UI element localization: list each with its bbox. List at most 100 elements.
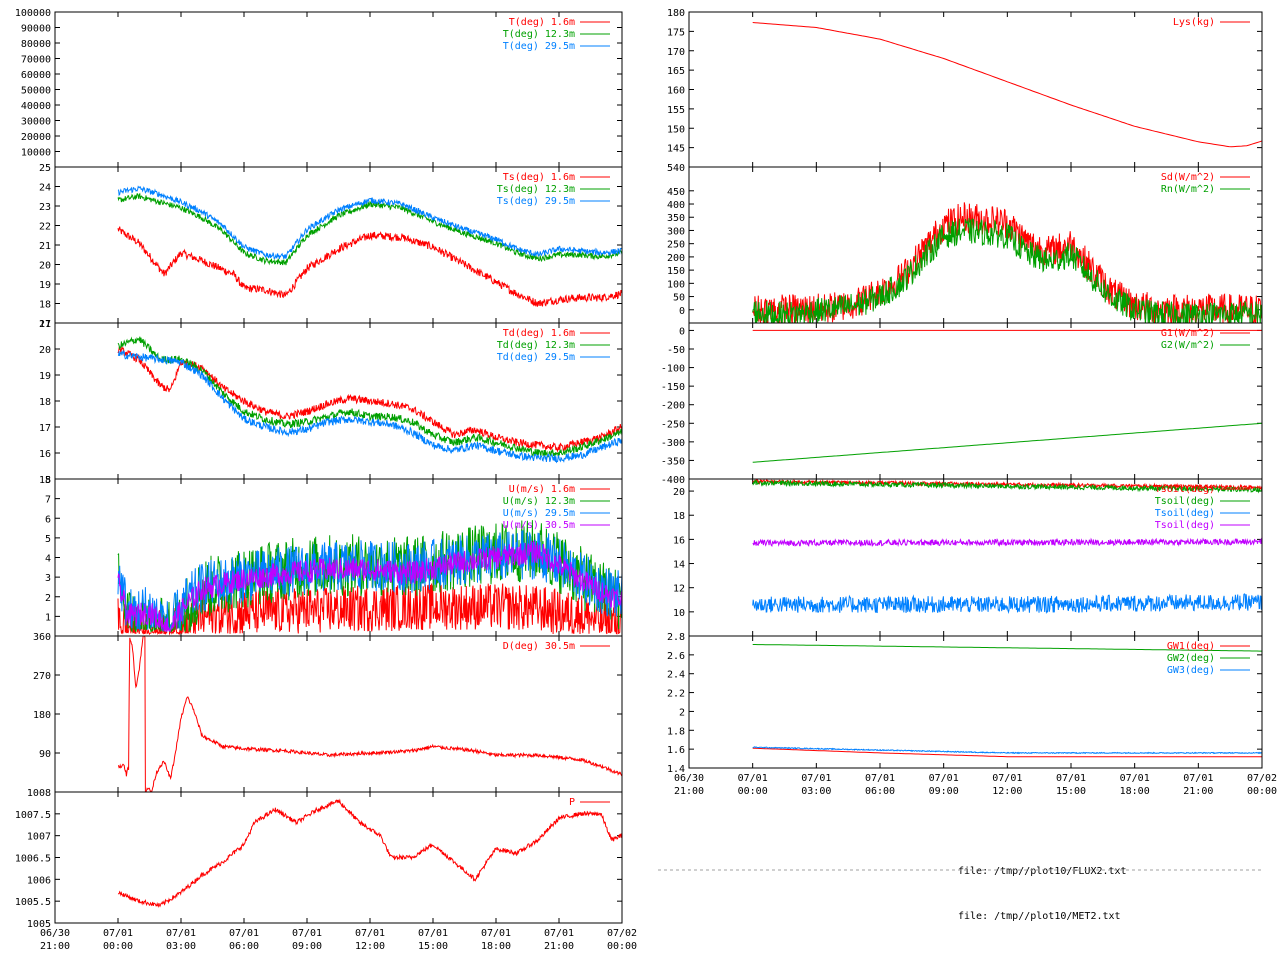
y-tick-label: 250 — [667, 240, 685, 251]
legend-label: U(m/s) 30.5m — [503, 520, 575, 531]
y-tick-label: 22 — [39, 222, 51, 233]
y-tick-label: 24 — [39, 183, 51, 194]
y-tick-label: 0 — [679, 306, 685, 317]
y-tick-label: 150 — [667, 124, 685, 135]
x-tick-label: 07/01 — [418, 928, 448, 939]
x-tick-label: 07/01 — [1056, 773, 1086, 784]
y-tick-label: 90 — [39, 749, 51, 760]
x-tick-label: 00:00 — [607, 941, 637, 952]
series-group — [117, 336, 622, 464]
legend-label: Rn(W/m^2) — [1161, 184, 1215, 195]
y-tick-label: 4 — [45, 554, 51, 565]
series-line — [117, 226, 622, 307]
panel-frame — [688, 635, 1263, 769]
y-tick-label: 20 — [39, 261, 51, 272]
series-line — [752, 593, 1262, 615]
y-tick-label: 7 — [45, 495, 51, 506]
series-line — [752, 537, 1262, 548]
y-tick-label: 18 — [39, 397, 51, 408]
x-tick-label: 03:00 — [166, 941, 196, 952]
file-list: file: /tmp//plot10/FLUX2.txt file: /tmp/… — [958, 834, 1127, 939]
legend-label: D(deg) 30.5m — [503, 641, 575, 652]
series-line — [117, 583, 622, 636]
series-group — [117, 185, 622, 307]
y-tick-label: 8 — [45, 475, 51, 486]
y-tick-label: 1.8 — [667, 726, 685, 737]
y-tick-label: 70000 — [21, 55, 51, 66]
x-tick-label: 21:00 — [40, 941, 70, 952]
y-tick-label: 170 — [667, 47, 685, 58]
y-tick-label: 270 — [33, 671, 51, 682]
legend-label: Tsoil(deg) — [1155, 496, 1215, 507]
y-tick-label: 165 — [667, 66, 685, 77]
x-tick-label: 21:00 — [544, 941, 574, 952]
y-tick-label: 350 — [667, 213, 685, 224]
x-tick-label: 07/02 — [1247, 773, 1277, 784]
series-line — [117, 336, 622, 459]
y-tick-label: 17 — [39, 319, 51, 330]
legend-label: P — [569, 797, 575, 808]
y-tick-label: 30000 — [21, 117, 51, 128]
panel-frame — [688, 11, 1263, 168]
y-tick-label: 2 — [679, 707, 685, 718]
x-tick-label: 15:00 — [1056, 786, 1086, 797]
legend-label: G2(W/m^2) — [1161, 340, 1215, 351]
y-tick-label: 12 — [673, 584, 685, 595]
legend-label: U(m/s) 1.6m — [509, 484, 575, 495]
legend-label: Td(deg) 1.6m — [503, 328, 575, 339]
y-tick-label: 1006 — [27, 875, 51, 886]
legend-label: GW1(deg) — [1167, 641, 1215, 652]
y-tick-label: 1005 — [27, 919, 51, 930]
x-tick-label: 07/01 — [801, 773, 831, 784]
series-group — [117, 798, 622, 908]
legend-label: Ts(deg) 12.3m — [497, 184, 575, 195]
series-group — [118, 636, 622, 792]
y-tick-label: 1008 — [27, 788, 51, 799]
series-line — [117, 349, 622, 464]
y-tick-label: 21 — [39, 319, 51, 330]
x-tick-label: 09:00 — [292, 941, 322, 952]
legend-label: Tsoil(deg) — [1155, 484, 1215, 495]
y-tick-label: 60000 — [21, 70, 51, 81]
x-tick-label: 07/01 — [1120, 773, 1150, 784]
series-line — [117, 345, 622, 453]
y-tick-label: -150 — [661, 382, 685, 393]
y-tick-label: 2 — [45, 593, 51, 604]
series-line — [752, 479, 1262, 491]
y-tick-label: 19 — [39, 280, 51, 291]
legend-label: T(deg) 29.5m — [503, 41, 575, 52]
legend-label: Ts(deg) 29.5m — [497, 196, 575, 207]
x-tick-label: 07/01 — [544, 928, 574, 939]
series-group — [752, 479, 1262, 615]
y-tick-label: 1007 — [27, 832, 51, 843]
y-tick-label: 175 — [667, 27, 685, 38]
y-tick-label: 21 — [39, 241, 51, 252]
x-tick-label: 09:00 — [929, 786, 959, 797]
series-group — [752, 329, 1262, 463]
x-tick-label: 18:00 — [481, 941, 511, 952]
x-tick-label: 07/01 — [992, 773, 1022, 784]
panel-rad: 0 50 100 150 200 250 300 350 400 450 540 Sd(W/m^2)R… — [667, 163, 1263, 324]
y-tick-label: 10000 — [21, 148, 51, 159]
x-tick-label: 07/01 — [229, 928, 259, 939]
y-tick-label: -300 — [661, 438, 685, 449]
y-tick-label: 90000 — [21, 24, 51, 35]
series-line — [752, 218, 1262, 323]
series-line — [117, 798, 622, 908]
y-tick-label: 20 — [39, 345, 51, 356]
y-tick-label: 18 — [39, 300, 51, 311]
panel-gw: 1.4 1.6 1.8 2 2.2 2.4 2.6 2.8 06/30 21:00 07/01 00:… — [667, 632, 1277, 797]
legend-label: Td(deg) 29.5m — [497, 352, 575, 363]
y-tick-label: 400 — [667, 200, 685, 211]
y-tick-label: 160 — [667, 86, 685, 97]
panel-p: 1005 1005.5 1006 1006.5 1007 1007.5 1008 06/30 2… — [15, 788, 637, 952]
legend-label: Tsoil(deg) — [1155, 520, 1215, 531]
x-tick-label: 07/01 — [355, 928, 385, 939]
x-tick-label: 03:00 — [801, 786, 831, 797]
panel-lys: 145 150 155 160 165 170 175 180 Lys(kg) — [667, 8, 1263, 168]
y-tick-label: 1007.5 — [15, 810, 51, 821]
y-tick-label: -200 — [661, 401, 685, 412]
